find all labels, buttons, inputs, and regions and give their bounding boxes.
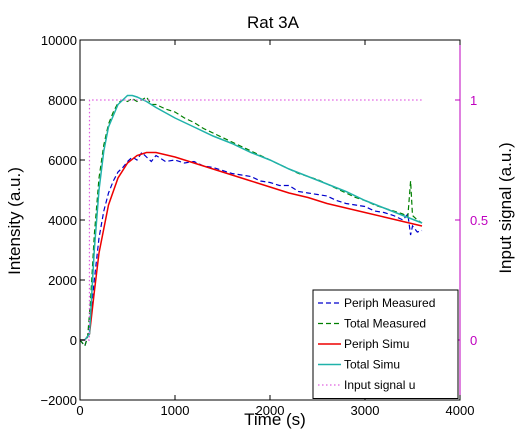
y-tick-label: 6000	[48, 153, 77, 168]
y-tick-label: 10000	[41, 33, 77, 48]
y-tick-label: 8000	[48, 93, 77, 108]
x-tick-label: 0	[76, 403, 83, 418]
series-line-3	[80, 151, 423, 341]
legend-label: Total Simu	[344, 358, 400, 372]
legend-label: Periph Simu	[344, 337, 409, 351]
legend-label: Periph Measured	[344, 296, 435, 310]
series-line-4	[80, 94, 423, 341]
right-tick-label: 1	[470, 93, 477, 108]
y-tick-label: −2000	[40, 393, 77, 408]
x-axis-label: Time (s)	[244, 410, 306, 429]
series-line-2	[79, 96, 423, 348]
x-tick-label: 4000	[446, 403, 475, 418]
right-tick-label: 0.5	[470, 213, 488, 228]
y-tick-label: 2000	[48, 273, 77, 288]
x-tick-label: 1000	[161, 403, 190, 418]
legend-label: Input signal u	[344, 378, 415, 392]
chart-title: Rat 3A	[247, 13, 300, 32]
y-tick-label: 0	[70, 333, 77, 348]
y-tick-label: 4000	[48, 213, 77, 228]
y-axis-label: Intensity (a.u.)	[5, 167, 24, 275]
series-line-1	[79, 151, 423, 348]
x-tick-label: 2000	[256, 403, 285, 418]
legend: Periph Measured Total Measured Periph Simu…	[312, 289, 459, 399]
legend-label: Total Measured	[344, 317, 426, 331]
right-axis-label: Input signal (a.u.)	[496, 142, 515, 273]
right-tick-label: 0	[470, 333, 477, 348]
axis-ticks: 0 1000 2000 3000 4000−2000020004000600080001…	[40, 33, 488, 418]
x-tick-label: 3000	[351, 403, 380, 418]
